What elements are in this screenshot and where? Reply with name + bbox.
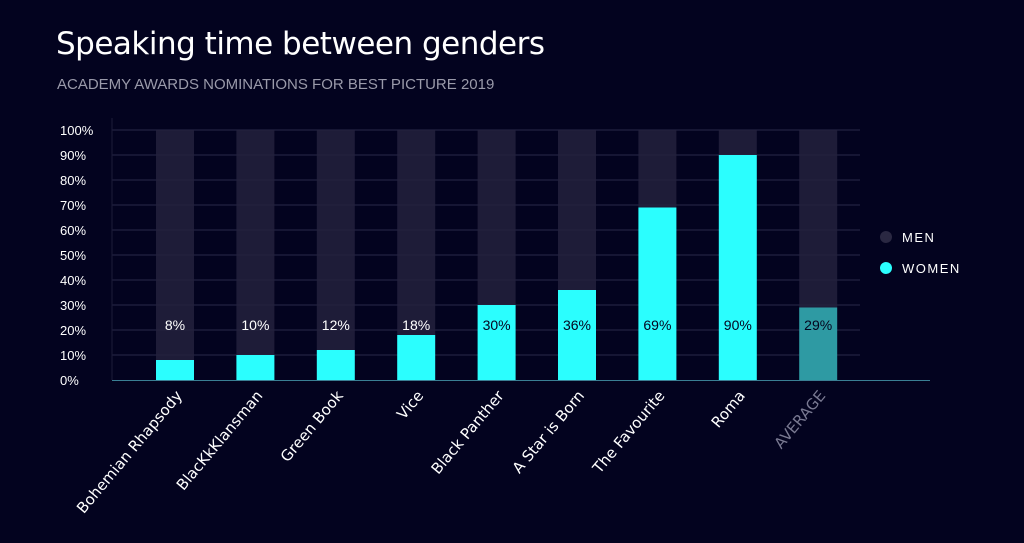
x-tick-label: Roma — [708, 387, 749, 431]
y-tick-label: 30% — [60, 298, 86, 313]
x-tick-label: Bohemian Rhapsody — [73, 387, 186, 517]
y-tick-label: 10% — [60, 348, 86, 363]
data-label: 8% — [165, 317, 185, 333]
data-label: 10% — [241, 317, 269, 333]
chart-title: Speaking time between genders — [56, 26, 545, 62]
y-tick-label: 80% — [60, 173, 86, 188]
data-label: 36% — [563, 317, 591, 333]
y-tick-label: 70% — [60, 198, 86, 213]
bar-women — [799, 307, 838, 380]
x-tick-label: AVERAGE — [771, 387, 830, 452]
bar-men — [156, 130, 194, 360]
bar-women — [397, 335, 436, 380]
bar-men — [236, 130, 275, 355]
legend-label: MEN — [902, 230, 935, 245]
legend-marker — [880, 231, 892, 243]
x-tick-label: Green Book — [277, 387, 347, 466]
bar-women — [718, 155, 757, 380]
legend-label: WOMEN — [902, 261, 961, 276]
x-tick-label: A Star is Born — [509, 387, 588, 477]
bar-men — [718, 130, 757, 155]
data-label: 90% — [724, 317, 752, 333]
y-tick-label: 60% — [60, 223, 86, 238]
bar-women — [558, 290, 596, 380]
bar-women — [156, 360, 194, 380]
data-label: 69% — [643, 317, 671, 333]
y-tick-label: 100% — [60, 123, 94, 138]
y-tick-label: 90% — [60, 148, 86, 163]
bar-women — [316, 350, 355, 380]
x-tick-label: Black Panther — [428, 386, 509, 477]
data-label: 12% — [322, 317, 350, 333]
bar-men — [477, 130, 516, 305]
x-tick-label: BlacKkKlansman — [173, 387, 267, 494]
y-tick-label: 0% — [60, 373, 79, 388]
bar-men — [799, 130, 838, 308]
bar-women — [236, 355, 275, 380]
chart-subtitle: ACADEMY AWARDS NOMINATIONS FOR BEST PICT… — [57, 76, 495, 93]
x-tick-label: The Favourite — [588, 387, 668, 478]
y-tick-label: 40% — [60, 273, 86, 288]
bar-women — [477, 305, 516, 380]
bar-men — [397, 130, 436, 335]
data-label: 29% — [804, 317, 832, 333]
x-tick-label: Vice — [393, 387, 427, 423]
bar-women — [638, 207, 677, 380]
bar-men — [558, 130, 596, 290]
y-tick-label: 50% — [60, 248, 86, 263]
data-label: 30% — [483, 317, 511, 333]
y-tick-label: 20% — [60, 323, 86, 338]
legend-marker — [880, 262, 892, 274]
bar-men — [638, 130, 677, 208]
bar-men — [316, 130, 355, 350]
data-label: 18% — [402, 317, 430, 333]
